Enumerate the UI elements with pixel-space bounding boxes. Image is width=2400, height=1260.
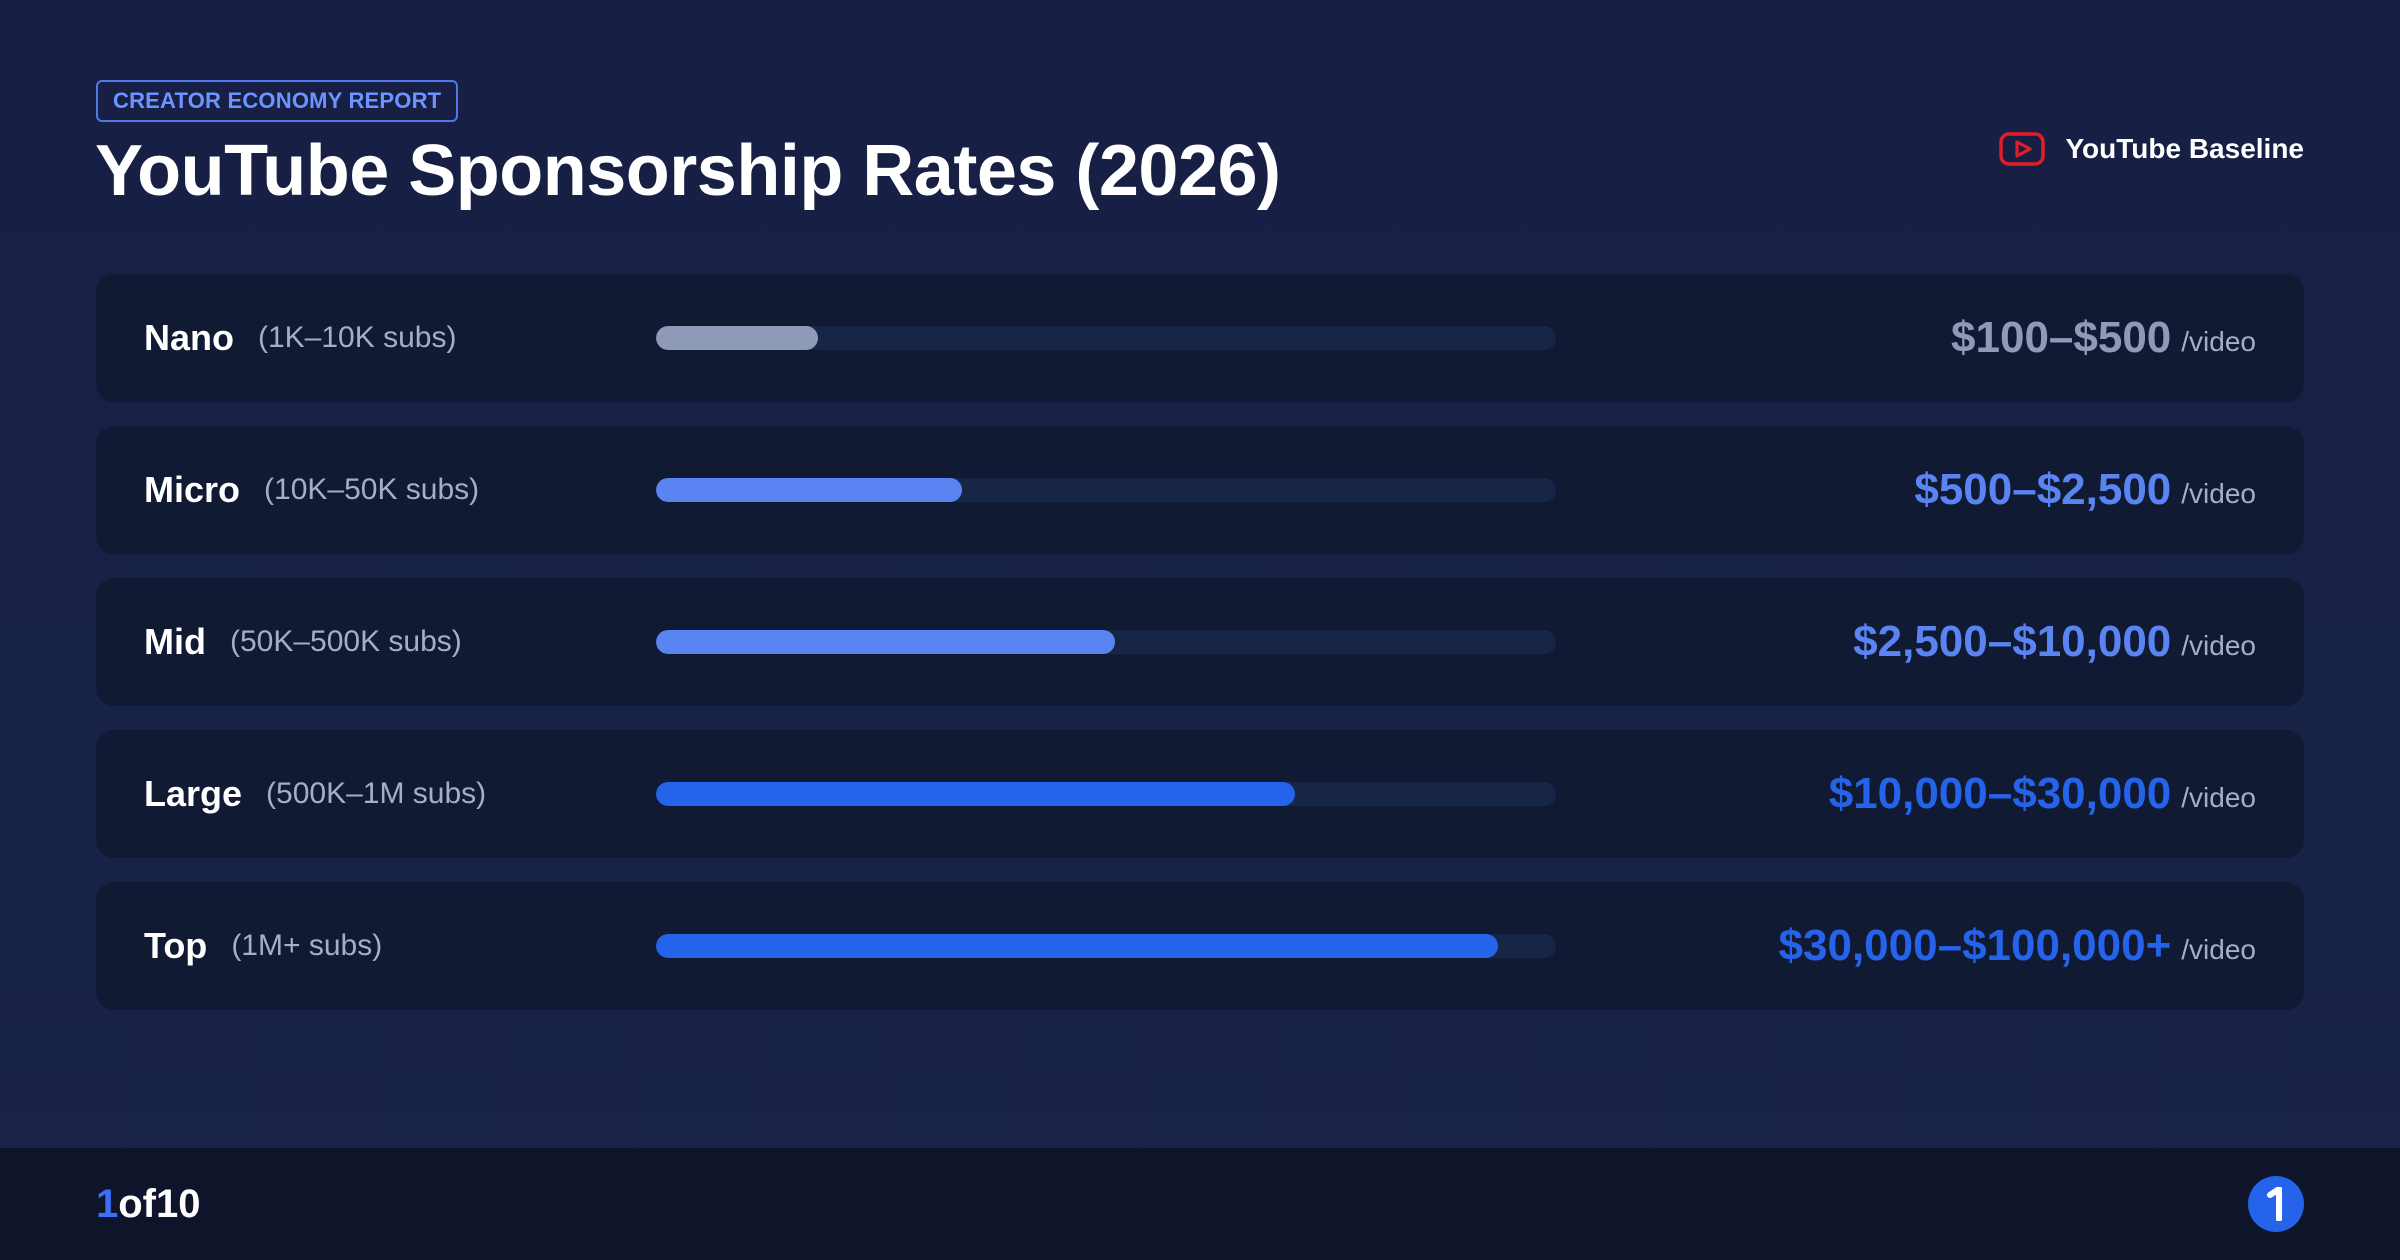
tier-label: Mid bbox=[144, 621, 206, 662]
tier-label: Micro bbox=[144, 469, 241, 510]
rate-bar-track bbox=[656, 782, 1556, 806]
report-badge: CREATOR ECONOMY REPORT bbox=[96, 80, 459, 122]
current-page: 1 bbox=[96, 1181, 119, 1226]
tier-row-top: Top (1M+ subs) $30,000–$100,000+ /video bbox=[96, 882, 2304, 1010]
rate-bar-fill bbox=[656, 478, 962, 502]
tier-list: Nano (1K–10K subs) $100–$500 /video Micr… bbox=[96, 274, 2304, 1034]
rate-value: $500–$2,500 bbox=[1914, 465, 2172, 514]
rate-value: $10,000–$30,000 bbox=[1828, 769, 2172, 818]
tier-row-mid: Mid (50K–500K subs) $2,500–$10,000 /vide… bbox=[96, 578, 2304, 706]
page-total: of10 bbox=[118, 1181, 201, 1226]
rate-group: $30,000–$100,000+ /video bbox=[1779, 882, 2256, 1010]
rate-value: $100–$500 bbox=[1951, 313, 2172, 362]
legend-youtube-baseline: YouTube Baseline bbox=[1999, 128, 2304, 170]
tier-name-group: Nano (1K–10K subs) bbox=[144, 274, 456, 402]
rate-group: $100–$500 /video bbox=[1951, 274, 2256, 402]
tier-name-group: Top (1M+ subs) bbox=[144, 882, 382, 1010]
tier-name-group: Micro (10K–50K subs) bbox=[144, 426, 479, 554]
tier-label: Nano bbox=[144, 317, 234, 358]
tier-row-micro: Micro (10K–50K subs) $500–$2,500 /video bbox=[96, 426, 2304, 554]
legend-label: YouTube Baseline bbox=[2065, 133, 2304, 164]
tier-label: Large bbox=[144, 773, 243, 814]
rate-value: $2,500–$10,000 bbox=[1853, 617, 2172, 666]
page-counter: 1 of10 bbox=[96, 1148, 201, 1260]
tier-subscriber-range: (1M+ subs) bbox=[231, 929, 383, 962]
tier-subscriber-range: (10K–50K subs) bbox=[264, 473, 480, 506]
brand-logo-icon bbox=[2248, 1176, 2304, 1232]
logo-glyph-icon bbox=[2267, 1187, 2282, 1221]
tier-name-group: Mid (50K–500K subs) bbox=[144, 578, 462, 706]
page-title: YouTube Sponsorship Rates (2026) bbox=[95, 131, 1281, 211]
rate-value: $30,000–$100,000+ bbox=[1778, 921, 2172, 970]
tier-label: Top bbox=[144, 925, 208, 966]
tier-name-group: Large (500K–1M subs) bbox=[144, 730, 486, 858]
tier-subscriber-range: (500K–1M subs) bbox=[266, 777, 487, 810]
rate-bar-track bbox=[656, 934, 1556, 958]
rate-group: $10,000–$30,000 /video bbox=[1829, 730, 2256, 858]
rate-group: $500–$2,500 /video bbox=[1914, 426, 2256, 554]
rate-bar-track bbox=[656, 478, 1556, 502]
rate-unit: /video bbox=[2181, 478, 2256, 509]
tier-row-large: Large (500K–1M subs) $10,000–$30,000 /vi… bbox=[96, 730, 2304, 858]
rate-bar-fill bbox=[656, 782, 1295, 806]
tier-subscriber-range: (1K–10K subs) bbox=[258, 321, 457, 354]
rate-bar-fill bbox=[656, 934, 1498, 958]
rate-bar-track bbox=[656, 326, 1556, 350]
rate-bar-track bbox=[656, 630, 1556, 654]
rate-bar-fill bbox=[656, 630, 1115, 654]
rate-group: $2,500–$10,000 /video bbox=[1853, 578, 2256, 706]
rate-bar-fill bbox=[656, 326, 818, 350]
rate-unit: /video bbox=[2181, 934, 2256, 965]
tier-subscriber-range: (50K–500K subs) bbox=[229, 625, 462, 658]
rate-unit: /video bbox=[2181, 326, 2256, 357]
youtube-play-icon bbox=[1999, 132, 2046, 166]
tier-row-nano: Nano (1K–10K subs) $100–$500 /video bbox=[96, 274, 2304, 402]
rate-unit: /video bbox=[2181, 630, 2256, 661]
footer-bar: 1 of10 bbox=[0, 1148, 2400, 1260]
rate-unit: /video bbox=[2181, 782, 2256, 813]
